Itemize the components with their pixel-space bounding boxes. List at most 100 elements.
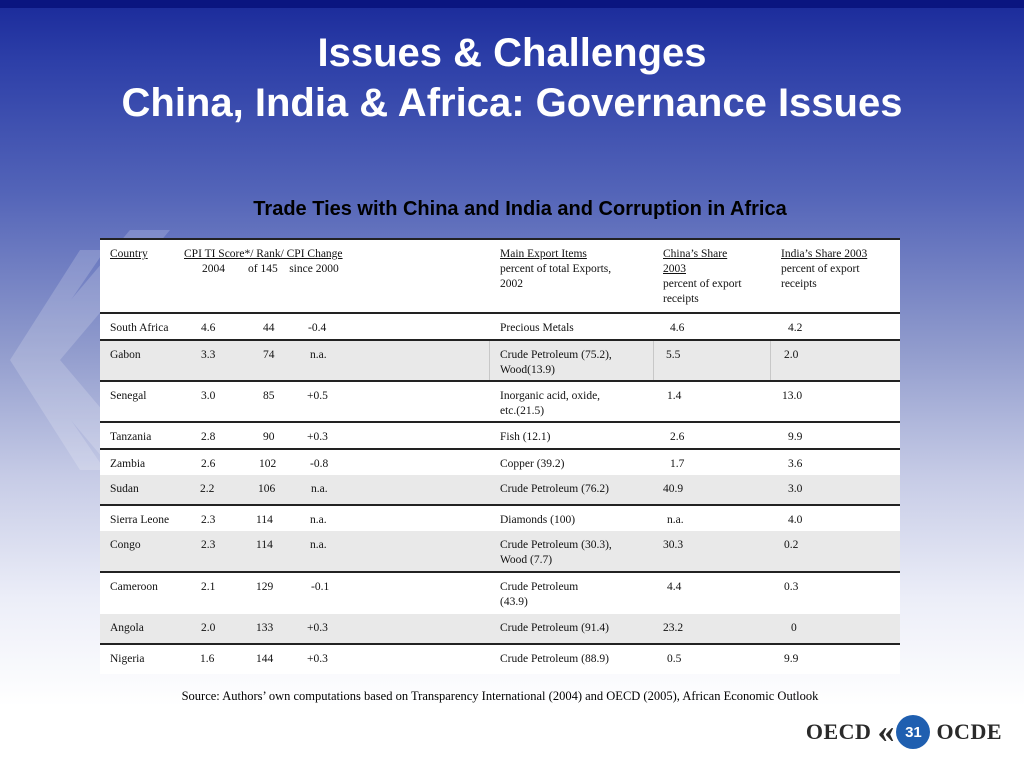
cell-score: 2.6 (201, 458, 216, 470)
cell-change: n.a. (311, 483, 328, 495)
cell-export: Crude Petroleum (91.4) (500, 621, 609, 636)
cell-country: Cameroon (110, 581, 158, 593)
cell-export-line1: Precious Metals (500, 322, 574, 334)
source-note: Source: Authors’ own computations based … (181, 689, 819, 703)
cell-score: 3.0 (201, 390, 216, 402)
ocde-logo-text: OCDE (936, 719, 1002, 744)
cell-china: 4.6 (670, 322, 685, 334)
cell-change: n.a. (310, 539, 327, 551)
table-row: Tanzania 2.8 90 +0.3 Fish (12.1) 2.6 9.9 (100, 423, 900, 450)
cell-country: Sudan (110, 483, 139, 495)
table-row: Senegal 3.0 85 +0.5 Inorganic acid, oxid… (100, 382, 900, 423)
cell-export: Crude Petroleum (75.2), Wood(13.9) (500, 348, 612, 378)
cell-export-line1: Copper (39.2) (500, 458, 565, 470)
cell-export-line1: Crude Petroleum (76.2) (500, 483, 609, 495)
cell-china: 1.4 (667, 390, 682, 402)
cell-score: 2.8 (201, 431, 216, 443)
cell-india: 0 (791, 622, 797, 634)
cell-country: Tanzania (110, 431, 152, 443)
cell-country: Sierra Leone (110, 514, 170, 526)
cell-china: 40.9 (663, 483, 684, 495)
oecd-quote-icon: « (877, 713, 895, 750)
cell-rank: 85 (263, 390, 275, 402)
table-title: Trade Ties with China and India and Corr… (253, 198, 787, 220)
cell-export-line2: etc.(21.5) (500, 405, 545, 417)
column-divider (770, 341, 771, 380)
header-china: China’s Share 2003 percent of export rec… (663, 247, 742, 307)
oecd-logo-text: OECD (805, 719, 872, 744)
column-divider (653, 341, 654, 380)
cell-score: 2.1 (201, 581, 216, 593)
table-row: Angola 2.0 133 +0.3 Crude Petroleum (91.… (100, 614, 900, 645)
cell-export-line1: Inorganic acid, oxide, (500, 390, 601, 402)
table-row: Zambia 2.6 102 -0.8 Copper (39.2) 1.7 3.… (100, 450, 900, 475)
cell-china: 23.2 (663, 622, 684, 634)
cell-change: n.a. (310, 349, 327, 361)
title-line-2: China, India & Africa: Governance Issues (121, 81, 903, 125)
header-exports-line2: percent of total Exports, (500, 263, 612, 275)
top-bar (0, 0, 1024, 8)
decorative-chevron-icon (10, 230, 170, 490)
cell-export: Fish (12.1) (500, 430, 550, 445)
slide-title: Issues & Challenges China, India & Afric… (0, 28, 1024, 128)
cell-country: Angola (110, 622, 144, 634)
cell-india: 3.0 (788, 483, 803, 495)
cell-country: Senegal (110, 390, 147, 402)
cell-rank: 102 (259, 458, 277, 470)
table-row: South Africa 4.6 44 -0.4 Precious Metals… (100, 314, 900, 341)
cell-rank: 114 (256, 539, 273, 551)
header-china-line2: 2003 (663, 263, 686, 275)
cell-change: n.a. (310, 514, 327, 526)
cell-china: 1.7 (670, 458, 685, 470)
cell-country: Gabon (110, 349, 141, 361)
cell-india: 2.0 (784, 349, 799, 361)
cell-score: 1.6 (200, 653, 215, 665)
cell-change: +0.3 (307, 431, 328, 443)
cell-export-line2: Wood(13.9) (500, 364, 555, 376)
header-exports-line1: Main Export Items (500, 248, 587, 260)
cell-export: Precious Metals (500, 321, 574, 336)
cell-change: +0.3 (307, 653, 328, 665)
cell-china: 0.5 (667, 653, 682, 665)
header-india-line3: receipts (781, 278, 817, 290)
cell-export: Inorganic acid, oxide, etc.(21.5) (500, 389, 600, 419)
cell-export-line1: Crude Petroleum (500, 581, 579, 593)
cell-change: +0.3 (307, 622, 328, 634)
header-china-line4: receipts (663, 293, 699, 305)
cell-china: 5.5 (666, 349, 681, 361)
table-header-row: Country CPI TI Score*/ Rank/ CPI Change … (100, 240, 900, 314)
cell-export: Copper (39.2) (500, 457, 565, 472)
page-number-badge: 31 (896, 715, 931, 749)
cell-change: +0.5 (307, 390, 328, 402)
table-row: Sierra Leone 2.3 114 n.a. Diamonds (100)… (100, 506, 900, 531)
cell-export-line1: Crude Petroleum (88.9) (500, 653, 609, 665)
cell-export-line1: Crude Petroleum (30.3), (500, 539, 612, 551)
cell-country: Nigeria (110, 653, 145, 665)
column-divider (489, 341, 490, 380)
cell-change: -0.8 (310, 458, 329, 470)
cell-rank: 44 (263, 322, 275, 334)
header-cpi-line2: 2004 of 145 since 2000 (202, 263, 339, 275)
header-china-line3: percent of export (663, 278, 742, 290)
cell-china: 30.3 (663, 539, 684, 551)
cell-india: 3.6 (788, 458, 803, 470)
cell-china: 4.4 (667, 581, 682, 593)
cell-rank: 74 (263, 349, 275, 361)
cell-india: 4.0 (788, 514, 803, 526)
cell-export-line1: Diamonds (100) (500, 514, 576, 526)
header-india: India’s Share 2003 percent of export rec… (781, 247, 867, 292)
cell-india: 0.3 (784, 581, 799, 593)
table-row: Gabon 3.3 74 n.a. Crude Petroleum (75.2)… (100, 341, 900, 382)
cell-export-line1: Fish (12.1) (500, 431, 551, 443)
cell-china: 2.6 (670, 431, 685, 443)
cell-export: Crude Petroleum (43.9) (500, 580, 578, 610)
header-cpi: CPI TI Score*/ Rank/ CPI Change 2004 of … (184, 247, 343, 277)
header-exports-line3: 2002 (500, 278, 523, 290)
cell-export-line2: Wood (7.7) (500, 554, 553, 566)
cell-rank: 133 (256, 622, 274, 634)
cell-change: -0.1 (311, 581, 330, 593)
table-row: Sudan 2.2 106 n.a. Crude Petroleum (76.2… (100, 475, 900, 506)
table-row: Congo 2.3 114 n.a. Crude Petroleum (30.3… (100, 531, 900, 573)
cell-export: Crude Petroleum (88.9) (500, 652, 609, 667)
cell-export: Crude Petroleum (76.2) (500, 482, 609, 497)
